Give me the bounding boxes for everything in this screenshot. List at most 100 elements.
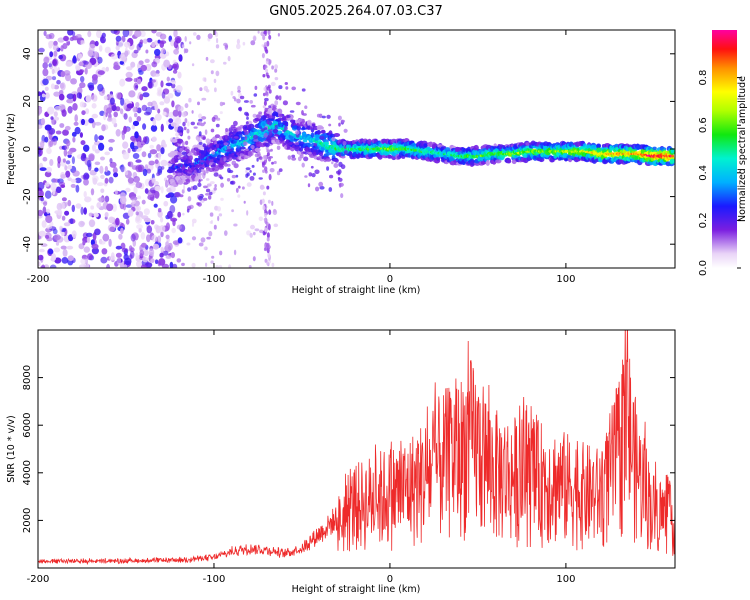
spectrogram-noise-blob: [136, 78, 142, 85]
spectrogram-noise-blob: [263, 87, 267, 91]
spectrogram-noise-blob: [211, 151, 215, 155]
spectrogram-ridge-blob: [340, 155, 346, 159]
spectrogram-noise-blob: [231, 209, 235, 213]
spectrogram-noise-blob: [331, 136, 336, 142]
spectrogram-ridge-blob: [307, 142, 312, 148]
spectrogram-noise-blob: [190, 121, 195, 126]
spectrogram-noise-blob: [123, 113, 128, 120]
spectrogram-noise-blob: [187, 196, 192, 202]
spectrogram-noise-blob: [268, 105, 271, 109]
spectrogram-noise-blob: [158, 151, 162, 161]
spectrogram-noise-blob: [53, 116, 60, 121]
spectrogram-noise-blob: [328, 187, 333, 192]
spectrogram-noise-blob: [119, 108, 124, 115]
spectrogram-ridge-blob: [436, 156, 441, 161]
spectrogram-noise-blob: [74, 126, 81, 135]
spectrogram-noise-blob: [46, 147, 52, 155]
spectrogram-noise-blob: [39, 248, 45, 253]
spectrogram-noise-blob: [127, 209, 134, 217]
spectrogram-noise-blob: [80, 118, 86, 126]
spectrogram-noise-blob: [48, 248, 54, 255]
spectrogram-noise-blob: [202, 136, 206, 140]
spectrogram-noise-blob: [274, 68, 278, 73]
spectrogram-noise-blob: [97, 70, 105, 75]
spectrogram-noise-blob: [271, 65, 274, 70]
spectrogram-ridge-blob: [259, 137, 265, 143]
spectrogram-noise-blob: [218, 163, 224, 168]
spectrogram-noise-blob: [41, 93, 46, 98]
spectrogram-noise-blob: [134, 112, 138, 118]
spectrogram-noise-blob: [61, 231, 65, 237]
spectrogram-noise-blob: [96, 202, 102, 209]
spectrogram-noise-blob: [72, 56, 77, 64]
spectrogram-noise-blob: [197, 101, 200, 106]
spectrogram-noise-blob: [154, 48, 161, 56]
spectrogram-noise-blob: [70, 178, 77, 183]
spectrogram-noise-blob: [236, 43, 241, 50]
spectrogram-noise-blob: [238, 107, 242, 111]
spectrogram-noise-blob: [57, 155, 61, 164]
spectrogram-noise-blob: [109, 226, 116, 232]
spectrogram-noise-blob: [76, 92, 82, 99]
spectrogram-ridge-blob: [254, 147, 261, 153]
spectrogram-noise-blob: [336, 170, 340, 174]
spectrogram-noise-blob: [74, 114, 78, 123]
spectrogram-noise-blob: [181, 44, 185, 48]
spectrogram-noise-blob: [71, 31, 76, 37]
spectrogram-noise-blob: [67, 255, 74, 262]
spectrogram-noise-blob: [208, 195, 212, 200]
spectrogram-noise-blob: [203, 85, 208, 91]
spectrogram-noise-blob: [285, 139, 289, 144]
spectrogram-noise-blob: [155, 259, 159, 265]
spectrogram-noise-blob: [42, 156, 48, 162]
spectrogram-noise-blob: [256, 151, 261, 157]
spectrogram-noise-blob: [154, 159, 159, 165]
spectrogram-noise-blob: [160, 216, 164, 223]
spectrogram-noise-blob: [72, 170, 80, 177]
spectrogram-noise-blob: [94, 121, 102, 126]
spectrogram-noise-blob: [267, 251, 271, 259]
spectrogram-noise-blob: [271, 262, 275, 268]
spectrogram-noise-blob: [243, 141, 248, 146]
spectrogram-noise-blob: [209, 212, 214, 217]
spectrogram-noise-blob: [258, 111, 263, 115]
spectrogram-noise-blob: [88, 84, 95, 91]
spectrogram-noise-blob: [182, 164, 186, 170]
spectrogram-noise-blob: [67, 199, 72, 207]
spectrogram-noise-blob: [205, 193, 210, 196]
spectrogram-noise-blob: [249, 170, 252, 173]
spectrogram-noise-blob: [128, 90, 136, 98]
spectrogram-noise-blob: [99, 241, 106, 245]
spectrogram-ridge-blob: [310, 132, 315, 138]
spectrogram-noise-blob: [78, 220, 85, 228]
spectrogram-noise-blob: [250, 40, 256, 46]
spectrogram-ridge-blob: [214, 134, 221, 139]
spectrogram-ridge-blob: [178, 153, 183, 157]
spectrogram-ridge-blob: [351, 140, 356, 144]
spectrogram-noise-blob: [133, 82, 139, 91]
spectrogram-ridge-blob: [173, 150, 179, 156]
spectrogram-noise-blob: [342, 141, 347, 146]
spectrogram-noise-blob: [213, 224, 217, 230]
colorbar-tick-label: 0.6: [698, 117, 709, 133]
spectrogram-noise-blob: [197, 139, 202, 143]
spectrogram-noise-blob: [39, 167, 47, 172]
spectrogram-noise-blob: [264, 107, 268, 113]
spectrogram-noise-blob: [151, 61, 158, 68]
spectrogram-noise-blob: [257, 30, 260, 34]
spectrogram-noise-blob: [192, 185, 198, 191]
spectrogram-noise-blob: [266, 149, 271, 153]
snr-x-tick-label: -100: [203, 574, 226, 585]
spectrogram-noise-blob: [133, 176, 141, 183]
spectrogram-noise-blob: [172, 109, 179, 117]
spectrogram-noise-blob: [213, 172, 219, 177]
spectrogram-noise-blob: [120, 97, 125, 106]
spectrogram-noise-blob: [171, 100, 175, 108]
spectrogram-noise-blob: [54, 257, 62, 264]
spectrogram-noise-blob: [157, 235, 162, 244]
spectrogram-noise-blob: [191, 222, 195, 227]
spectrogram-noise-blob: [268, 131, 273, 137]
spectrogram-noise-blob: [91, 113, 99, 119]
snr-x-tick-label: -200: [27, 574, 50, 585]
spectrogram-noise-blob: [157, 210, 163, 218]
